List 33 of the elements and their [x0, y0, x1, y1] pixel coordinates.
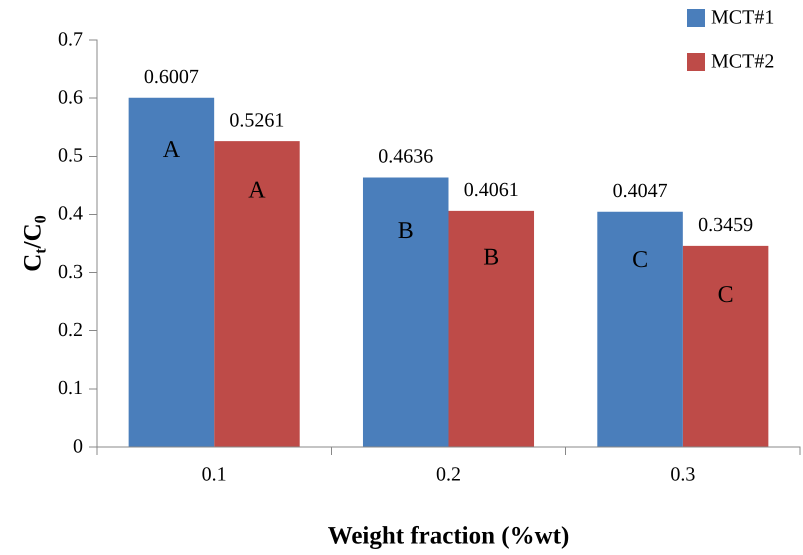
y-tick-label: 0.6 — [58, 86, 83, 108]
bar — [362, 177, 448, 446]
bar — [214, 141, 300, 446]
y-tick-label: 0 — [73, 435, 83, 458]
annotation: C — [718, 282, 734, 308]
annotation: B — [398, 218, 414, 244]
annotation: A — [162, 136, 181, 163]
y-tick-label: 0.7 — [58, 28, 83, 50]
annotation: B — [483, 244, 500, 270]
bar — [682, 246, 768, 446]
annotation: C — [632, 247, 648, 274]
data-label: 0.4636 — [378, 146, 434, 168]
x-tick-label: 0.3 — [670, 463, 696, 486]
legend-label: MCT#2 — [711, 50, 774, 72]
y-tick-label: 0.2 — [58, 318, 83, 341]
y-tick-label: 0.1 — [58, 377, 83, 400]
data-label: 0.4061 — [464, 179, 519, 202]
data-label: 0.6007 — [144, 66, 199, 88]
y-tick-label: 0.3 — [58, 260, 83, 283]
bar — [128, 98, 214, 446]
x-tick-label: 0.1 — [202, 463, 227, 486]
y-axis-title: Ct/C0 — [19, 215, 50, 272]
bar — [597, 212, 683, 446]
y-tick-label: 0.5 — [58, 144, 83, 167]
legend-label: MCT#1 — [711, 6, 774, 28]
y-tick-label: 0.4 — [58, 202, 83, 225]
data-label: 0.4047 — [612, 180, 668, 202]
data-label: 0.3459 — [698, 214, 754, 236]
bar — [448, 210, 534, 446]
x-axis-title: Weight fraction (%wt) — [328, 522, 570, 550]
data-label: 0.5261 — [229, 109, 284, 132]
annotation: A — [248, 177, 266, 204]
x-tick-label: 0.2 — [436, 463, 461, 486]
